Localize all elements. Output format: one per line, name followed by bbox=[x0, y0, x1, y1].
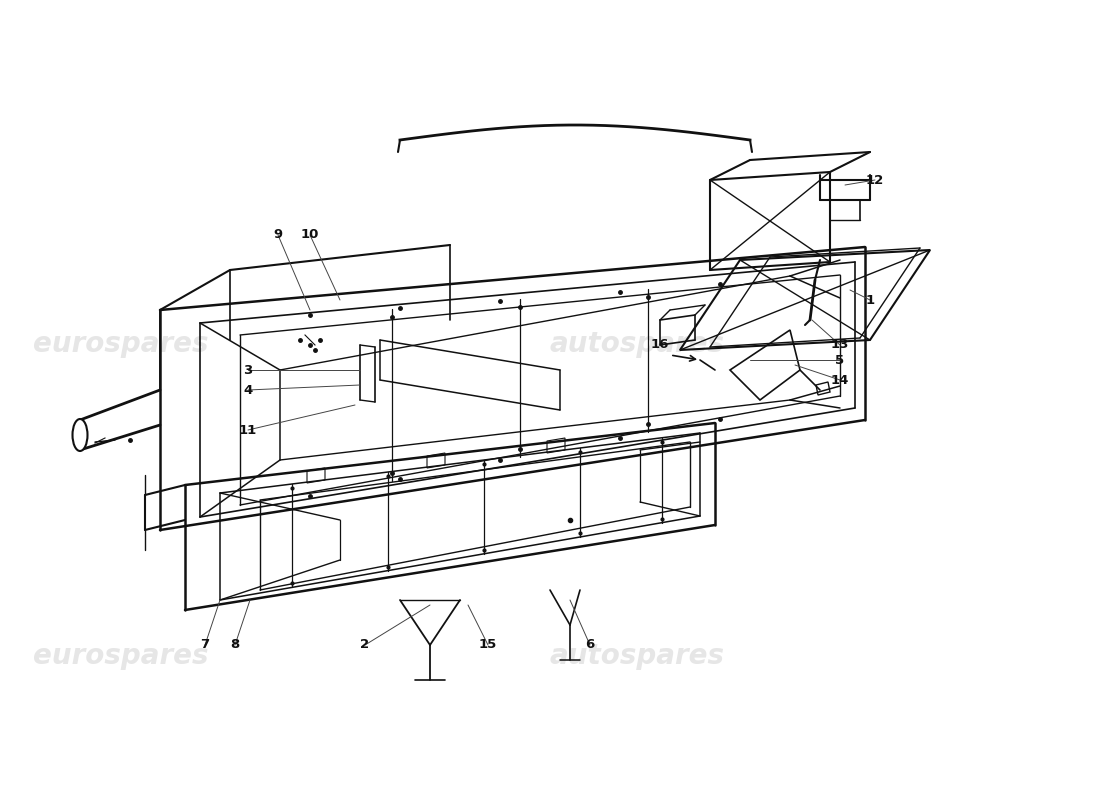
Text: autospares: autospares bbox=[550, 642, 725, 670]
Text: 2: 2 bbox=[361, 638, 370, 651]
Text: 13: 13 bbox=[830, 338, 849, 351]
Text: 1: 1 bbox=[866, 294, 874, 306]
Text: 9: 9 bbox=[274, 229, 283, 242]
Text: 11: 11 bbox=[239, 423, 257, 437]
Text: 8: 8 bbox=[230, 638, 240, 651]
Ellipse shape bbox=[73, 419, 88, 451]
Text: 15: 15 bbox=[478, 638, 497, 651]
Text: 14: 14 bbox=[830, 374, 849, 386]
Text: eurospares: eurospares bbox=[33, 330, 209, 358]
Text: 10: 10 bbox=[300, 229, 319, 242]
Text: 4: 4 bbox=[243, 383, 253, 397]
Text: 5: 5 bbox=[835, 354, 845, 366]
Text: 6: 6 bbox=[585, 638, 595, 651]
Text: autospares: autospares bbox=[550, 330, 725, 358]
Text: 12: 12 bbox=[866, 174, 884, 186]
Text: eurospares: eurospares bbox=[33, 642, 209, 670]
Text: 3: 3 bbox=[243, 363, 253, 377]
Text: 7: 7 bbox=[200, 638, 210, 651]
Text: 16: 16 bbox=[651, 338, 669, 351]
